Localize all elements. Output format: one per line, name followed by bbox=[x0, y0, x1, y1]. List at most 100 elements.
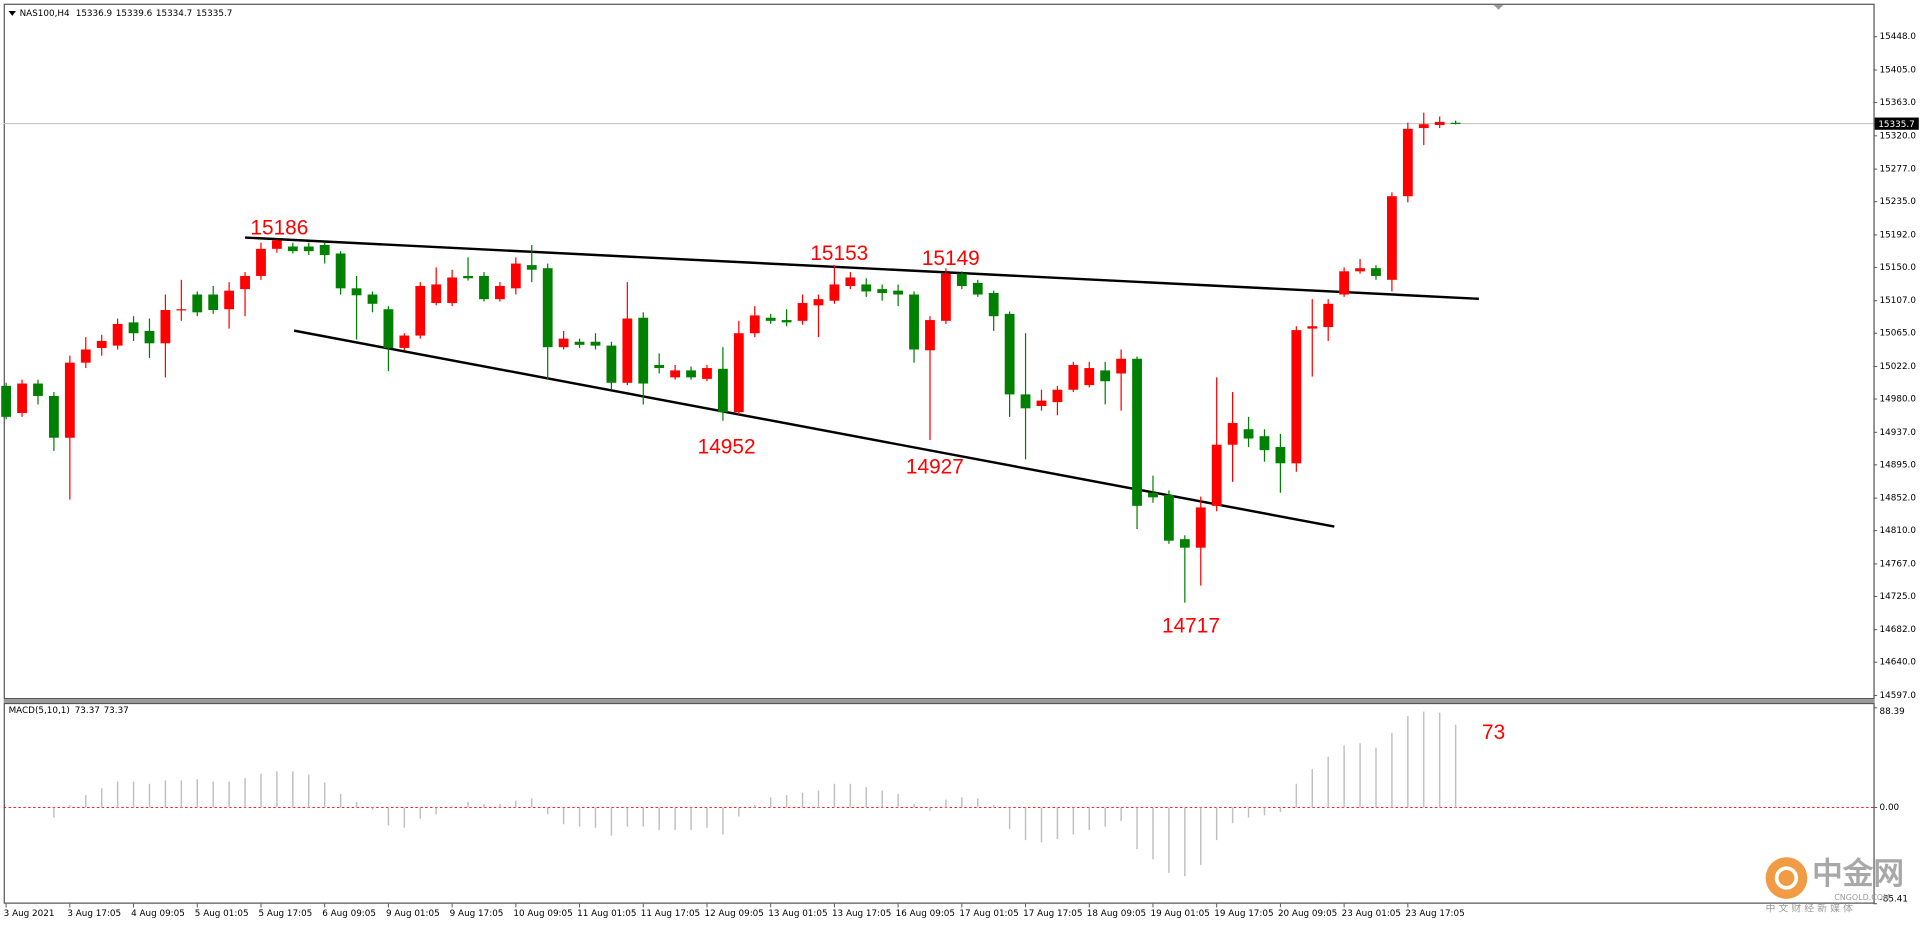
x-tick-label: 3 Aug 17:05 bbox=[67, 909, 121, 919]
macd-bar bbox=[658, 807, 660, 830]
y-tick-label: 15107.0 bbox=[1880, 296, 1917, 306]
y-tick-label: 15022.0 bbox=[1880, 362, 1917, 372]
watermark: 中金网 CNGOLD.COM 中 文 财 经 新 媒 体 bbox=[1765, 856, 1904, 915]
macd-bar bbox=[244, 778, 246, 808]
current-price-label: 15335.7 bbox=[1878, 120, 1914, 130]
candle-body bbox=[813, 299, 824, 306]
candle-body bbox=[510, 263, 521, 289]
macd-bar bbox=[403, 807, 406, 828]
macd-bar bbox=[722, 807, 724, 835]
candle-body bbox=[144, 330, 155, 344]
macd-bar bbox=[754, 805, 756, 808]
candle-body bbox=[1291, 330, 1302, 464]
y-tick-label: 14895.0 bbox=[1880, 460, 1917, 470]
macd-bar bbox=[292, 771, 294, 808]
macd-bar bbox=[1104, 807, 1106, 827]
candle-body bbox=[590, 341, 601, 346]
macd-bar bbox=[674, 807, 676, 830]
x-tick-label: 4 Aug 09:05 bbox=[131, 909, 185, 919]
candle-body bbox=[479, 275, 489, 300]
macd-bar bbox=[1088, 807, 1091, 830]
macd-bar bbox=[1343, 745, 1345, 808]
macd-bar bbox=[132, 781, 135, 808]
macd-bar bbox=[148, 783, 151, 808]
x-tick-label: 18 Aug 09:05 bbox=[1087, 909, 1146, 919]
candle-body bbox=[80, 349, 91, 363]
macd-bar bbox=[1008, 807, 1011, 829]
x-tick-label: 19 Aug 01:05 bbox=[1151, 909, 1210, 919]
macd-bar bbox=[626, 807, 629, 827]
macd-bar bbox=[738, 807, 740, 817]
candle-body bbox=[176, 309, 187, 311]
x-tick-label: 23 Aug 01:05 bbox=[1342, 909, 1401, 919]
y-tick-label: 14852.0 bbox=[1880, 494, 1917, 504]
symbol-menu-arrow bbox=[8, 11, 16, 16]
candle-body bbox=[1195, 507, 1206, 548]
candle-body bbox=[303, 246, 314, 252]
macd-bar bbox=[116, 781, 119, 808]
macd-bar bbox=[1438, 712, 1441, 808]
macd-bar bbox=[690, 807, 692, 830]
candle-body bbox=[33, 383, 43, 396]
macd-bar bbox=[1184, 807, 1186, 877]
candle-body bbox=[829, 284, 840, 301]
candle-body bbox=[686, 370, 696, 378]
candle-body bbox=[1179, 539, 1190, 548]
candle-body bbox=[415, 286, 426, 336]
x-tick-label: 13 Aug 17:05 bbox=[832, 909, 891, 919]
macd-bar bbox=[706, 807, 708, 828]
header-high: 15339.6 bbox=[116, 8, 153, 18]
macd-bar bbox=[977, 798, 979, 808]
current-price-box bbox=[1874, 117, 1919, 130]
macd-bar bbox=[228, 781, 230, 808]
price-annotation: 15149 bbox=[922, 247, 980, 270]
x-tick-label: 23 Aug 17:05 bbox=[1405, 909, 1464, 919]
lower-trendline bbox=[293, 329, 1335, 528]
macd-bar bbox=[1231, 807, 1234, 824]
candle-body bbox=[638, 317, 649, 384]
y-tick-label: 14937.0 bbox=[1880, 428, 1917, 438]
macd-bar bbox=[1247, 807, 1250, 818]
candle-body bbox=[1307, 326, 1318, 329]
candle-body bbox=[749, 315, 760, 334]
macd-bar bbox=[1391, 733, 1393, 808]
y-tick-label: 15150.0 bbox=[1880, 263, 1917, 273]
candle-body bbox=[1387, 196, 1397, 280]
candle-body bbox=[654, 364, 665, 369]
y-tick-label: 14767.0 bbox=[1880, 559, 1917, 569]
watermark-tagline: 中 文 财 经 新 媒 体 bbox=[1766, 902, 1853, 915]
watermark-logo bbox=[1765, 857, 1808, 899]
y-tick-label: 14682.0 bbox=[1880, 625, 1917, 635]
candle-body bbox=[893, 290, 904, 295]
macd-tick-label: -85.41 bbox=[1880, 894, 1908, 904]
macd-bar bbox=[865, 787, 868, 808]
candle-body bbox=[17, 383, 27, 413]
macd-panel bbox=[3, 702, 1875, 904]
candle-body bbox=[1148, 492, 1158, 498]
panel-separator bbox=[3, 699, 1875, 703]
candle-body bbox=[1371, 268, 1381, 276]
y-tick-label: 14597.0 bbox=[1880, 691, 1917, 701]
macd-bar bbox=[833, 783, 836, 808]
candle-body bbox=[781, 320, 792, 323]
symbol-header: NAS100,H4 15336.9 15339.6 15334.7 15335.7 bbox=[20, 8, 233, 18]
macd-title: MACD(5,10,1) bbox=[9, 706, 70, 716]
price-annotation: 14927 bbox=[906, 455, 964, 478]
macd-bar bbox=[992, 805, 995, 808]
macd-bar bbox=[1454, 724, 1457, 808]
macd-tick-label: 0.00 bbox=[1880, 803, 1900, 813]
x-tick-label: 11 Aug 17:05 bbox=[641, 909, 700, 919]
candle-body bbox=[256, 248, 266, 276]
candle-body bbox=[670, 370, 681, 378]
macd-bar bbox=[483, 804, 485, 808]
candle-body bbox=[1084, 368, 1095, 386]
candle-body bbox=[399, 335, 410, 348]
watermark-site: CNGOLD.COM bbox=[1834, 893, 1890, 902]
macd-bar bbox=[276, 771, 278, 808]
y-tick-label: 15448.0 bbox=[1880, 32, 1917, 42]
macd-bar bbox=[69, 805, 71, 808]
candle-body bbox=[1355, 268, 1365, 272]
candle-body bbox=[240, 275, 250, 290]
candle-body bbox=[224, 290, 235, 310]
y-tick-label: 15363.0 bbox=[1880, 98, 1917, 108]
